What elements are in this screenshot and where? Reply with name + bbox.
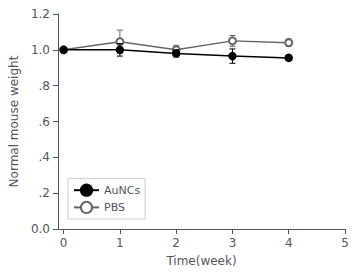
svg-text:0.0: 0.0 [31,222,50,236]
svg-text:AuNCs: AuNCs [104,184,140,197]
svg-text:1.2: 1.2 [31,7,50,21]
svg-text:Time(week): Time(week) [165,254,236,268]
svg-text:1: 1 [116,236,124,250]
svg-text:.6: .6 [39,115,50,129]
svg-text:2: 2 [172,236,180,250]
svg-text:.4: .4 [39,150,50,164]
svg-text:5: 5 [341,236,349,250]
svg-text:4: 4 [285,236,293,250]
svg-text:Normal mouse weight: Normal mouse weight [7,55,21,187]
svg-text:1.0: 1.0 [31,43,50,57]
svg-text:.8: .8 [39,79,50,93]
svg-text:.2: .2 [39,186,50,200]
svg-text:PBS: PBS [104,201,125,214]
svg-text:3: 3 [229,236,237,250]
svg-text:0: 0 [60,236,68,250]
